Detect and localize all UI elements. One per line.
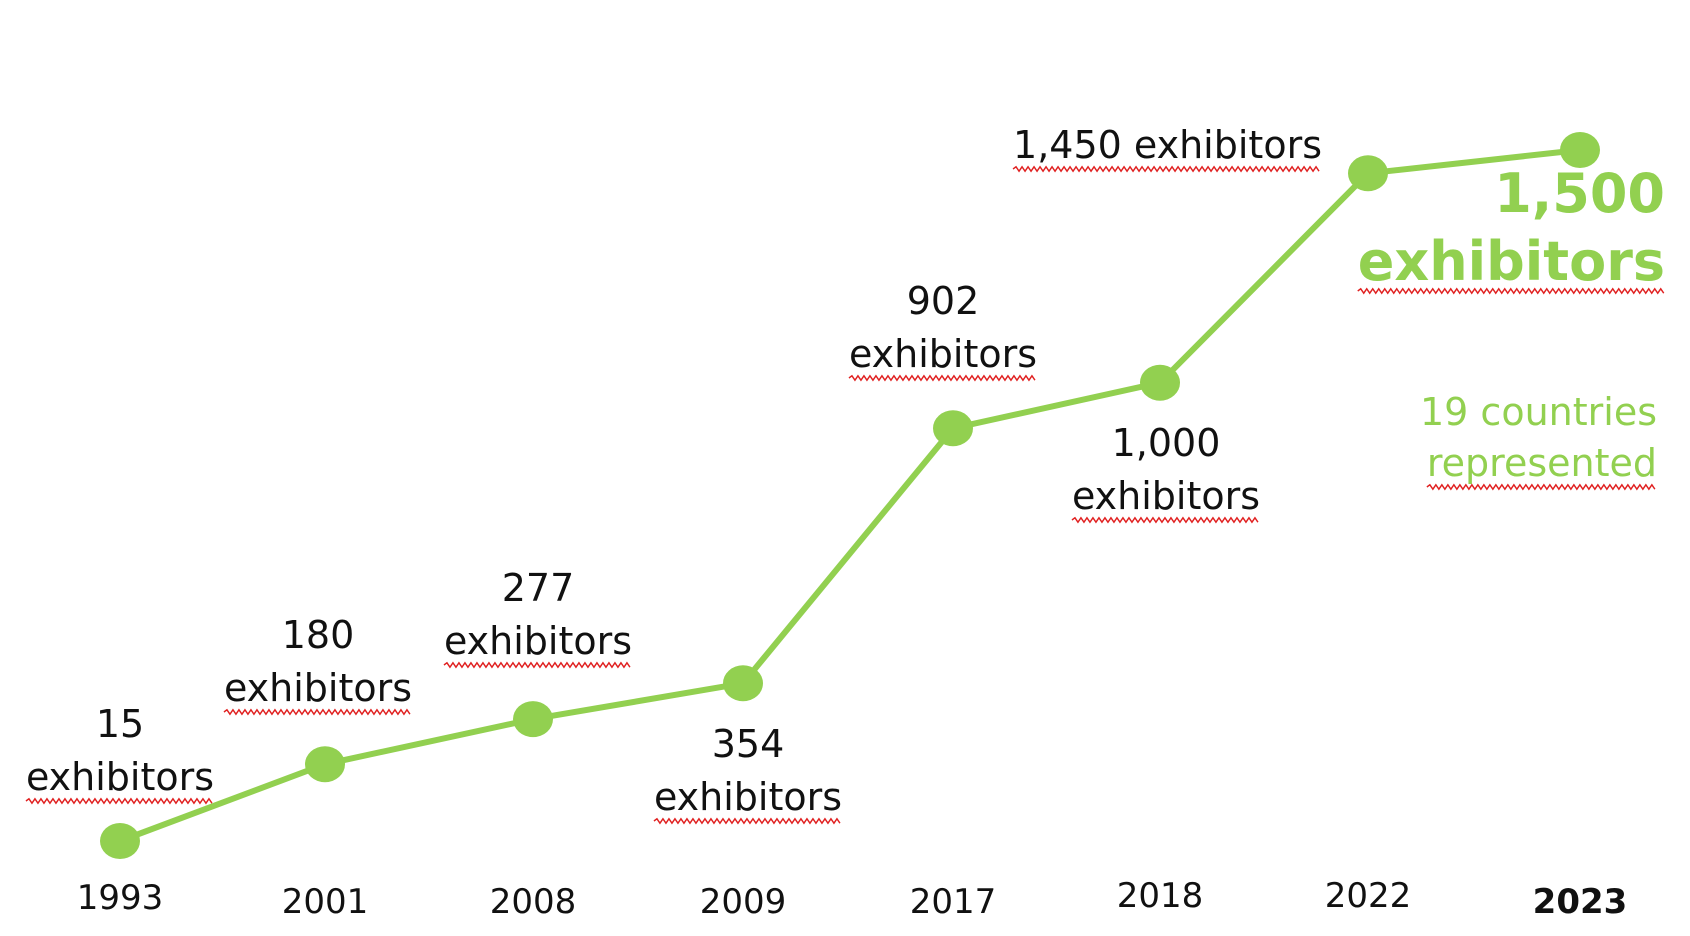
data-label-2001-line-2: exhibitors <box>224 666 412 710</box>
data-label-2017-line-1: 902 <box>907 279 980 323</box>
annotation-line-2: represented <box>1427 441 1657 485</box>
x-tick-label-2023: 2023 <box>1533 882 1628 922</box>
x-tick-label-2008: 2008 <box>490 882 577 922</box>
x-tick-label-1993: 1993 <box>77 878 164 918</box>
data-labels-layer: 15 exhibitors 180 exhibitors 277 exhibitors 35… <box>25 123 1665 825</box>
data-label-2008-line-2: exhibitors <box>444 619 632 663</box>
data-point-1993 <box>100 823 140 859</box>
data-label-2017-line-2: exhibitors <box>849 332 1037 376</box>
data-point-2018 <box>1140 364 1180 401</box>
data-label-2023-line-2-spellcheck <box>1357 287 1665 295</box>
data-label-2023-line-1: 1,500 <box>1494 162 1665 225</box>
annotation-line-2-spellcheck <box>1426 483 1656 491</box>
data-label-2009-line-2-spellcheck <box>653 817 841 825</box>
data-point-2022 <box>1348 155 1388 192</box>
data-label-2023-line-2: exhibitors <box>1358 230 1665 293</box>
x-tick-labels-layer: 1993 2001 2008 2009 2017 2018 2022 2023 <box>77 876 1628 922</box>
data-label-2018-line-1: 1,000 <box>1112 421 1221 465</box>
data-label-2018-line-2: exhibitors <box>1072 474 1260 518</box>
data-label-2009-line-2: exhibitors <box>654 775 842 819</box>
data-point-2008 <box>513 701 553 738</box>
data-point-2023 <box>1560 132 1600 168</box>
data-label-1993-line-2: exhibitors <box>26 755 214 799</box>
data-label-2022-line-1: 1,450 exhibitors <box>1013 123 1322 167</box>
data-label-2017-line-2-spellcheck <box>848 374 1036 382</box>
data-label-1993-line-2-spellcheck <box>25 797 213 805</box>
data-label-2008-line-1: 277 <box>502 566 575 610</box>
series-line <box>117 147 1583 844</box>
data-label-2001-line-1: 180 <box>282 613 355 657</box>
data-label-2009-line-1: 354 <box>712 722 785 766</box>
data-point-2009 <box>723 665 763 702</box>
x-tick-label-2001: 2001 <box>282 882 369 922</box>
data-points-layer <box>100 132 1600 859</box>
data-label-2018-line-2-spellcheck <box>1071 516 1259 524</box>
x-tick-label-2022: 2022 <box>1325 876 1412 916</box>
data-label-2008-line-2-spellcheck <box>443 661 631 669</box>
x-tick-label-2009: 2009 <box>700 882 787 922</box>
x-tick-label-2018: 2018 <box>1117 876 1204 916</box>
data-label-2001-line-2-spellcheck <box>223 708 411 716</box>
x-tick-label-2017: 2017 <box>910 882 997 922</box>
annotation-layer: 19 countries represented <box>1420 390 1657 491</box>
data-label-1993-line-1: 15 <box>96 702 144 746</box>
annotation-line-1: 19 countries <box>1420 390 1657 434</box>
data-label-2022-line-1-spellcheck <box>1012 165 1320 173</box>
data-point-2001 <box>305 746 345 783</box>
data-point-2017 <box>933 410 973 447</box>
series-line-layer <box>117 147 1583 844</box>
